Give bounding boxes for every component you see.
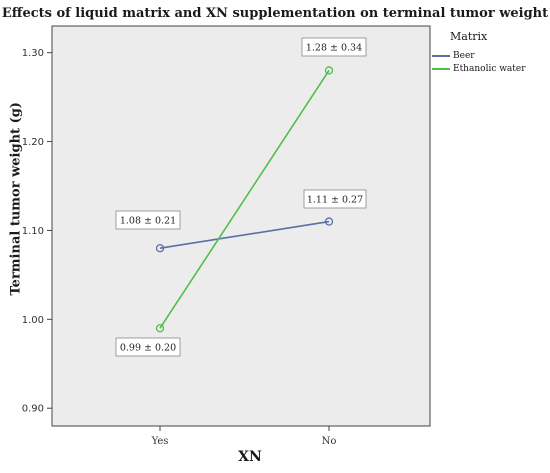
data-label-box (301, 37, 367, 57)
data-label: 1.08 ± 0.21 (120, 216, 176, 227)
series-line-ethanolic-water (159, 70, 330, 329)
legend-swatch-ethanolic-water (432, 67, 450, 70)
legend-title: Matrix (450, 30, 488, 43)
data-label-box (303, 189, 367, 209)
legend-item-beer: Beer (432, 49, 526, 62)
y-tick-label: 1.20 (22, 137, 44, 148)
x-tick-label: No (322, 436, 337, 447)
x-tick-label: Yes (151, 436, 169, 447)
series-line-beer (159, 220, 330, 250)
legend: Matrix Beer Ethanolic water (432, 30, 526, 75)
y-tick-label: 1.00 (22, 315, 44, 326)
data-point-ethanolic-water (324, 66, 334, 75)
y-axis: 0.90 1.00 1.10 1.20 1.30 (22, 48, 52, 415)
chart-title: Effects of liquid matrix and XN suppleme… (1, 6, 549, 21)
plot-area (51, 25, 431, 427)
legend-label-beer: Beer (453, 50, 475, 61)
y-tick-label: 1.30 (22, 48, 44, 59)
data-label-box (115, 337, 181, 357)
data-label-box (115, 210, 181, 230)
legend-label-ethanolic-water: Ethanolic water (453, 63, 526, 74)
y-axis-label: Terminal tumor weight (g) (8, 102, 24, 296)
data-label: 1.28 ± 0.34 (306, 43, 362, 54)
y-tick-label: 0.90 (22, 404, 44, 415)
data-label-layer: 1.08 ± 0.21 1.11 ± 0.27 0.99 ± 0.20 1.28 ± … (115, 37, 367, 357)
data-label: 1.11 ± 0.27 (307, 195, 363, 206)
x-axis: Yes No (151, 426, 337, 447)
data-point-ethanolic-water (155, 324, 165, 333)
legend-item-ethanolic-water: Ethanolic water (432, 62, 526, 75)
data-point-beer (155, 244, 165, 253)
x-axis-label: XN (238, 449, 262, 465)
legend-swatch-beer (432, 54, 450, 57)
series-layer (155, 66, 334, 333)
data-point-beer (324, 217, 334, 226)
data-label: 0.99 ± 0.20 (120, 343, 176, 354)
y-tick-label: 1.10 (22, 226, 44, 237)
